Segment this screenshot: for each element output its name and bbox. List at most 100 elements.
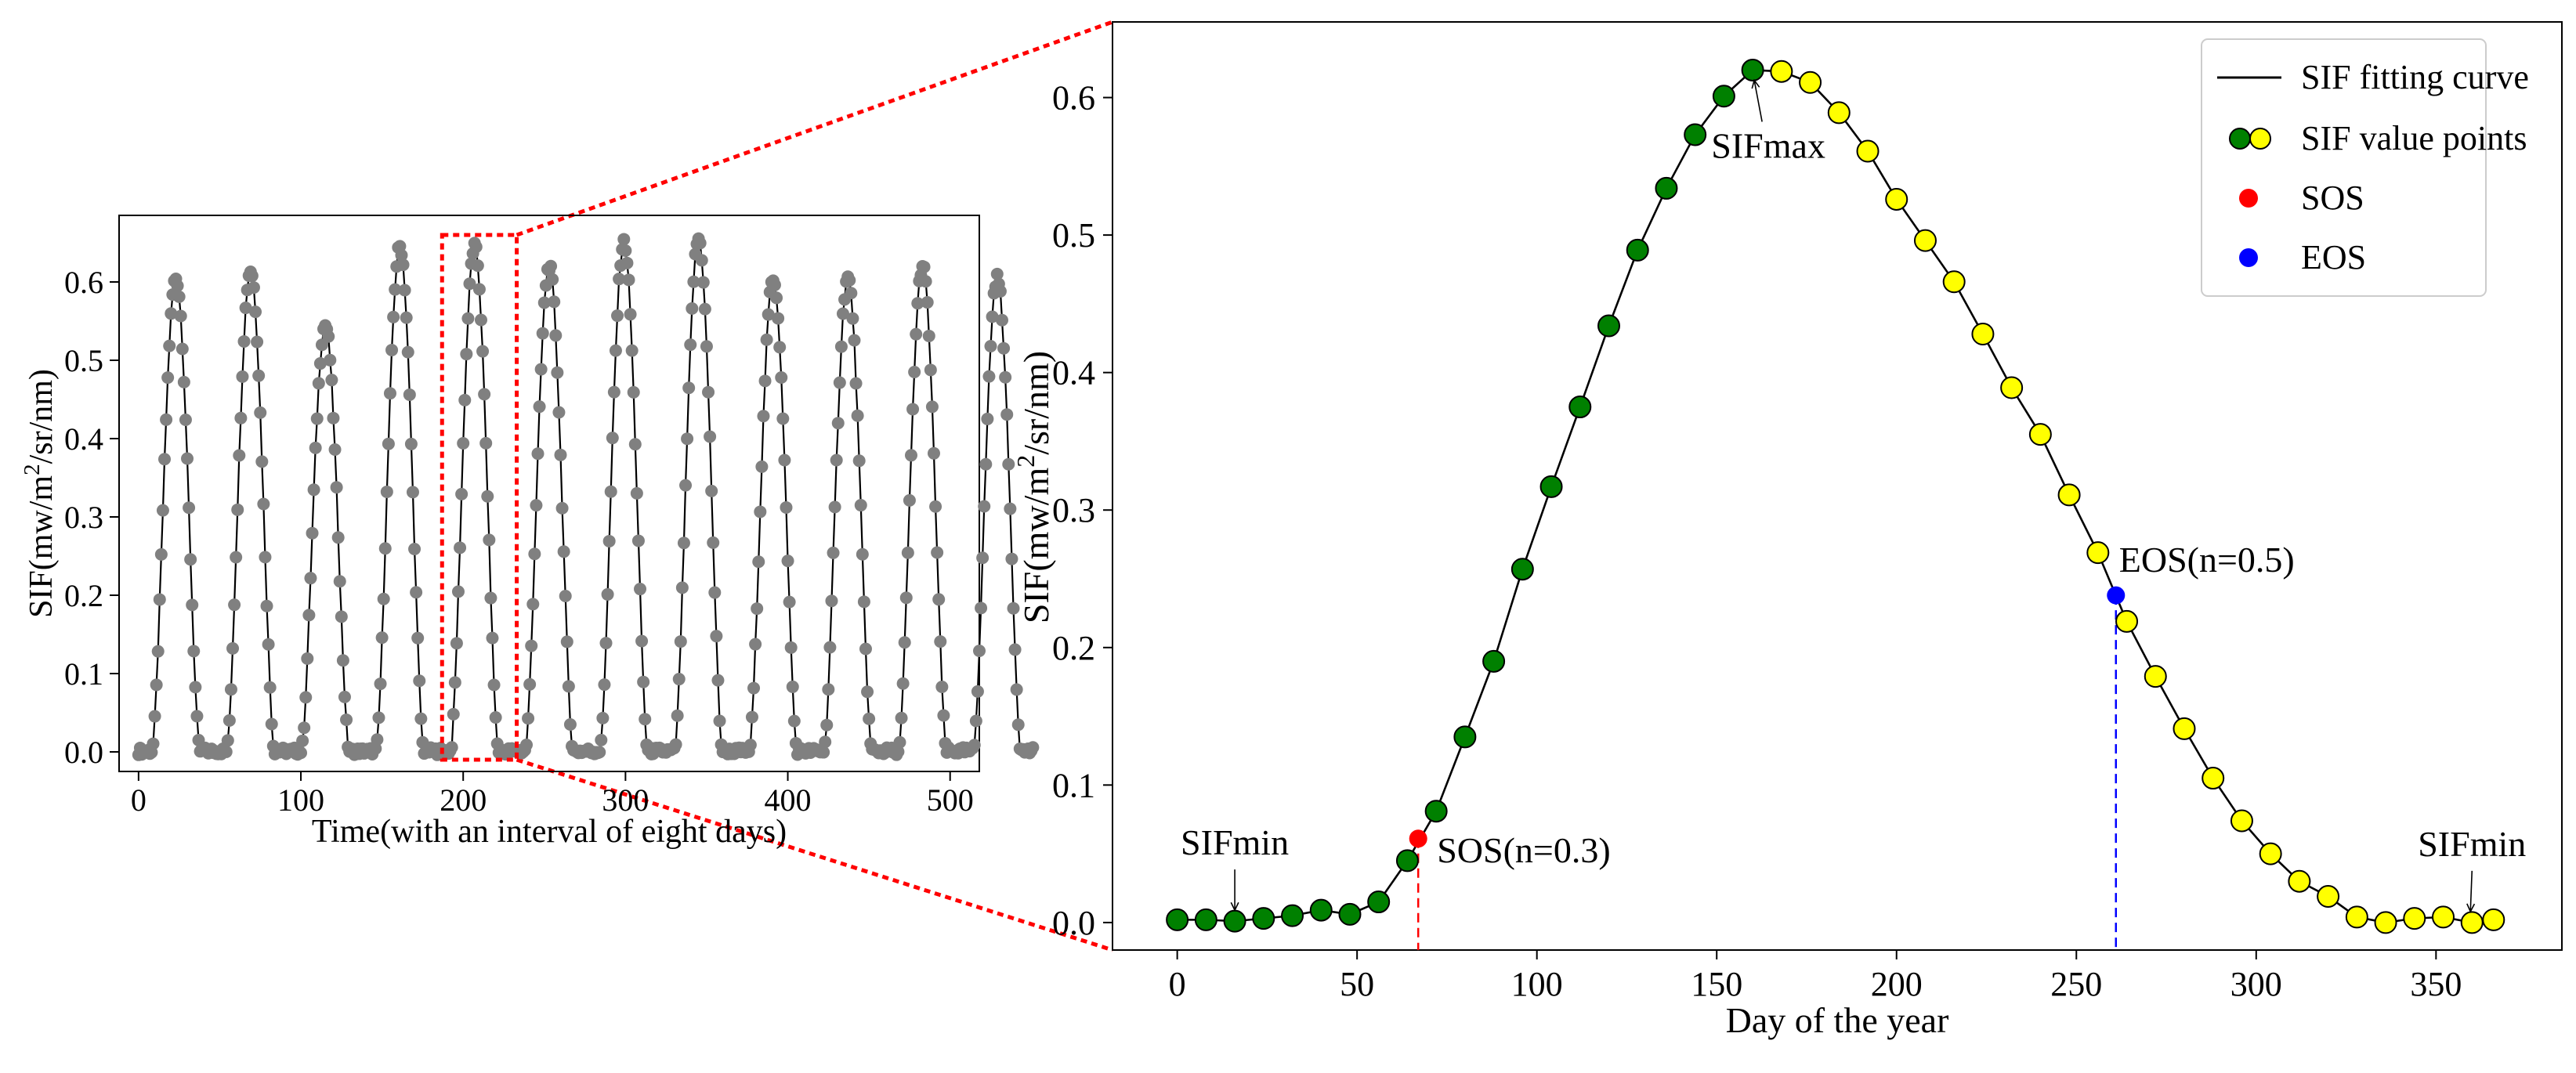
overview-data-point <box>307 483 320 497</box>
overview-data-point <box>786 680 799 693</box>
overview-data-point <box>895 711 908 724</box>
sifmin-right-arrow <box>2469 870 2473 912</box>
overview-data-point <box>236 370 249 383</box>
overview-data-point <box>1000 408 1014 421</box>
overview-data-point <box>489 711 502 724</box>
overview-data-point <box>996 313 1008 327</box>
overview-data-point <box>620 256 634 269</box>
legend-label-curve: SIF fitting curve <box>2301 58 2529 96</box>
green-sif-point <box>1482 649 1506 673</box>
overview-data-point <box>487 678 501 692</box>
overview-data-point <box>530 499 543 512</box>
detail-x-tick-label: 150 <box>1691 965 1742 1003</box>
overview-data-point <box>534 363 548 376</box>
overview-data-point <box>224 683 237 696</box>
overview-data-point <box>555 501 569 515</box>
overview-x-tick-label: 0 <box>131 782 147 818</box>
overview-data-point <box>457 436 470 450</box>
detail-x-tick-label: 50 <box>1340 965 1374 1003</box>
overview-plot-frame <box>118 215 980 772</box>
overview-data-point <box>461 312 475 325</box>
green-sif-point <box>1626 238 1649 262</box>
detail-threshold-lines <box>1416 595 2118 950</box>
yellow-sif-point <box>2403 907 2426 930</box>
overview-data-point <box>757 410 770 423</box>
yellow-sif-point <box>2482 908 2505 931</box>
overview-data-point <box>380 485 393 498</box>
overview-data-point <box>478 388 491 401</box>
overview-data-point <box>231 503 244 516</box>
overview-data-point <box>904 449 917 462</box>
overview-data-point <box>624 308 637 321</box>
overview-data-point <box>312 377 325 390</box>
overview-data-point <box>183 501 196 515</box>
overview-data-point <box>533 400 546 414</box>
overview-data-point <box>596 711 610 724</box>
yellow-sif-point <box>2028 423 2052 446</box>
overview-data-point <box>986 310 999 323</box>
overview-data-point <box>562 680 575 693</box>
overview-data-point <box>628 438 642 451</box>
overview-data-point <box>787 714 801 728</box>
overview-data-point <box>755 460 769 473</box>
overview-data-point <box>1002 457 1015 471</box>
overview-data-point <box>187 645 201 658</box>
overview-x-tick-label: 100 <box>277 782 324 818</box>
detail-y-tick-label: 0.2 <box>1052 629 1095 667</box>
overview-data-point <box>557 545 570 558</box>
overview-data-point <box>181 452 194 465</box>
overview-data-point <box>537 296 551 309</box>
overview-data-point <box>375 631 389 645</box>
green-sif-point <box>1741 58 1764 81</box>
overview-data-point <box>910 327 923 341</box>
zoom-box <box>440 233 519 762</box>
detail-x-tick-label: 300 <box>2230 965 2282 1003</box>
detail-y-tick-label: 0.3 <box>1052 491 1095 529</box>
overview-data-point <box>154 547 168 561</box>
overview-data-point <box>382 437 395 450</box>
overview-data-point <box>471 259 484 273</box>
overview-data-point <box>172 290 186 303</box>
overview-y-tick-label: 0.5 <box>64 343 103 378</box>
overview-data-point <box>770 291 783 305</box>
overview-y-tick-label: 0.2 <box>64 578 103 613</box>
overview-data-point <box>247 281 260 294</box>
overview-data-point <box>151 645 165 658</box>
overview-data-point <box>637 675 650 688</box>
overview-data-point <box>1026 741 1040 754</box>
overview-data-point <box>783 595 796 609</box>
overview-y-tick-label: 0.6 <box>64 265 103 300</box>
overview-data-point <box>148 710 161 723</box>
overview-data-point <box>598 678 611 692</box>
overview-data-point <box>186 598 199 612</box>
overview-data-point <box>901 546 914 559</box>
overview-chart: 0 100 200 300 400 500 0.0 0.1 0.2 0.3 0.4 0.5 0.6 Ti… <box>20 215 1040 850</box>
overview-data-point <box>672 673 686 686</box>
green-sif-point <box>1194 908 1217 931</box>
overview-data-point <box>327 411 340 425</box>
legend-label-sos: SOS <box>2301 179 2364 217</box>
overview-data-point <box>993 284 1007 298</box>
overview-data-point <box>249 305 262 319</box>
overview-data-point <box>313 357 327 370</box>
overview-data-point <box>682 381 696 395</box>
sifmin-left-arrow-head <box>1230 901 1239 912</box>
sifmin-right-arrow-head <box>2466 903 2476 913</box>
legend: SIF fitting curve SIF value points SOS E… <box>2201 38 2529 297</box>
overview-data-point <box>859 642 872 656</box>
detail-points <box>1166 58 2505 934</box>
overview-data-point <box>396 258 410 272</box>
overview-data-point <box>378 542 392 555</box>
overview-data-point <box>982 370 996 383</box>
yellow-sif-point <box>2173 717 2196 740</box>
overview-data-point <box>863 712 876 725</box>
overview-data-point <box>528 547 541 561</box>
overview-data-point <box>1007 602 1020 615</box>
overview-data-point <box>257 497 270 511</box>
overview-data-point <box>929 500 942 513</box>
zoom-connectors <box>516 20 1113 952</box>
green-sif-point <box>1568 396 1592 419</box>
green-sif-point <box>1712 85 1735 108</box>
overview-data-point <box>260 599 273 612</box>
overview-data-point <box>254 406 267 419</box>
